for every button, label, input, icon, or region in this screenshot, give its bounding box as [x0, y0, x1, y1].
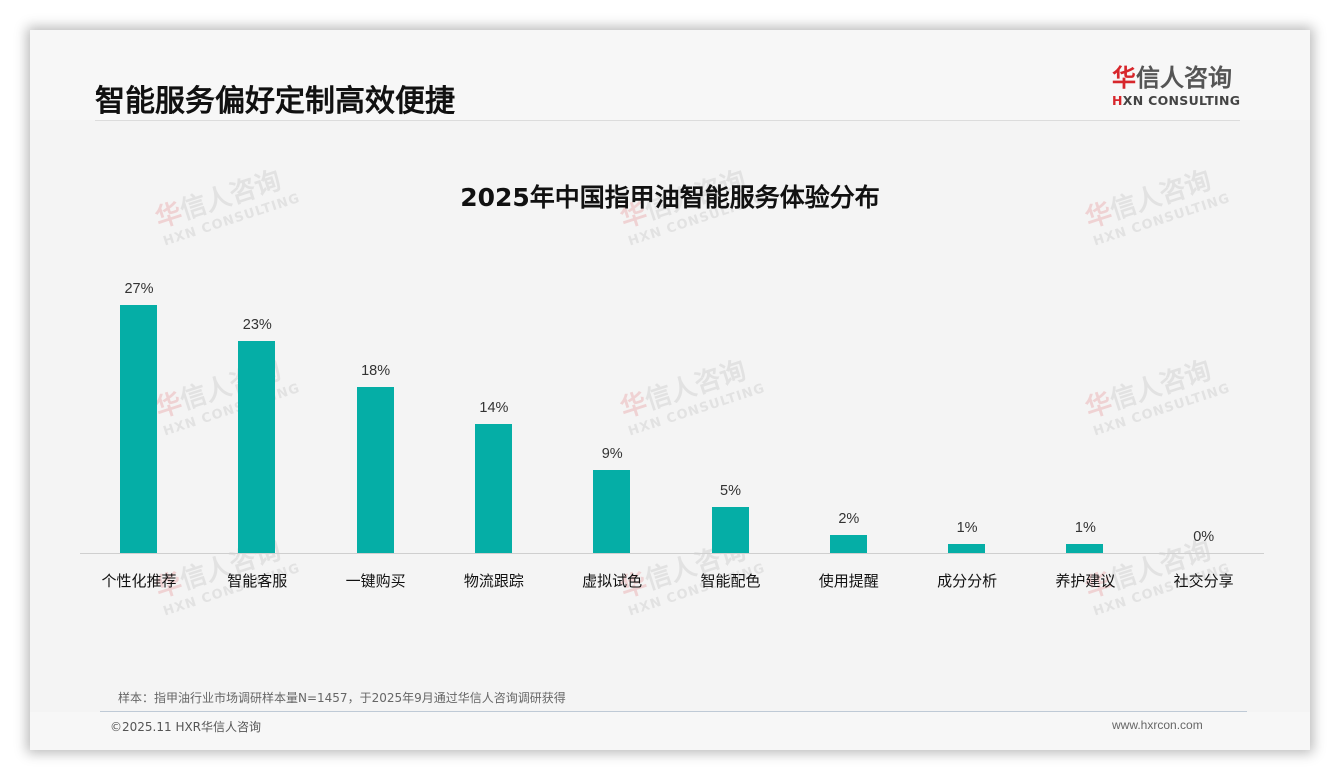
category-label: 社交分享 [1173, 572, 1234, 590]
brand-logo: 华信人咨询 HXN CONSULTING [1112, 64, 1242, 108]
footer-divider [100, 711, 1247, 712]
bar-value-label: 27% [124, 281, 154, 297]
copyright-text: ©2025.11 HXR华信人咨询 [110, 720, 262, 734]
bar-value-label: 2% [838, 511, 860, 527]
logo-en-text: HXN CONSULTING [1112, 93, 1242, 108]
bar-column: 2% 使用提醒 [790, 30, 908, 750]
logo-cn-rest: 信人咨询 [1136, 64, 1232, 92]
bar-chart: 27% 个性化推荐 23% 智能客服 18% 一键购买 14% 物流跟踪 9% 虚拟试色 5% 智能配… [30, 30, 1310, 750]
sample-footnote: 样本：指甲油行业市场调研样本量N=1457，于2025年9月通过华信人咨询调研获… [118, 691, 566, 705]
category-label: 虚拟试色 [582, 572, 643, 590]
bar-value-label: 18% [361, 363, 391, 379]
slide-card: 智能服务偏好定制高效便捷 华信人咨询 HXN CONSULTING 华信人咨询 H… [30, 30, 1310, 750]
bar-value-label: 1% [1074, 520, 1096, 536]
bar [829, 535, 867, 553]
bar-value-label: 1% [956, 520, 978, 536]
bar [593, 470, 631, 553]
bar-value-label: 23% [242, 317, 272, 333]
bar-value-label: 0% [1193, 529, 1215, 545]
logo-en-red: H [1112, 93, 1123, 108]
website-link[interactable]: www.hxrcon.com [1112, 718, 1203, 732]
x-axis-baseline [80, 553, 1264, 554]
category-label: 一键购买 [345, 572, 406, 590]
bar [711, 507, 749, 553]
bar-value-label: 5% [720, 483, 741, 499]
bar-value-label: 9% [601, 446, 623, 462]
category-label: 智能客服 [227, 572, 288, 590]
category-label: 个性化推荐 [101, 572, 177, 590]
logo-cn-text: 华信人咨询 [1112, 64, 1242, 92]
category-label: 成分分析 [937, 572, 998, 590]
bar [356, 387, 394, 553]
bar-column: 5% 智能配色 [672, 30, 790, 750]
page-title: 智能服务偏好定制高效便捷 [95, 84, 455, 119]
category-label: 养护建议 [1055, 572, 1116, 590]
footer-band [30, 712, 1310, 750]
chart-title: 2025年中国指甲油智能服务体验分布 [460, 183, 880, 212]
category-label: 使用提醒 [818, 572, 879, 590]
logo-cn-red: 华 [1112, 64, 1136, 92]
bar-column: 1% 养护建议 [1026, 30, 1144, 750]
category-label: 物流跟踪 [463, 572, 524, 590]
bar [238, 341, 276, 553]
bar-column: 1% 成分分析 [908, 30, 1026, 750]
bar-column: 14% 物流跟踪 [435, 30, 553, 750]
bar-column: 23% 智能客服 [198, 30, 316, 750]
bar-column: 27% 个性化推荐 [80, 30, 198, 750]
bar [120, 305, 157, 553]
header-band [30, 30, 1310, 120]
title-divider [95, 120, 1240, 121]
bar-column: 0% 社交分享 [1145, 30, 1263, 750]
bar-value-label: 14% [479, 400, 509, 416]
bar [1066, 544, 1104, 553]
category-label: 智能配色 [700, 572, 761, 590]
logo-en-rest: XN CONSULTING [1122, 93, 1241, 108]
bar [948, 544, 986, 553]
bar [474, 424, 512, 553]
bar-column: 18% 一键购买 [317, 30, 435, 750]
bar-column: 9% 虚拟试色 [553, 30, 671, 750]
